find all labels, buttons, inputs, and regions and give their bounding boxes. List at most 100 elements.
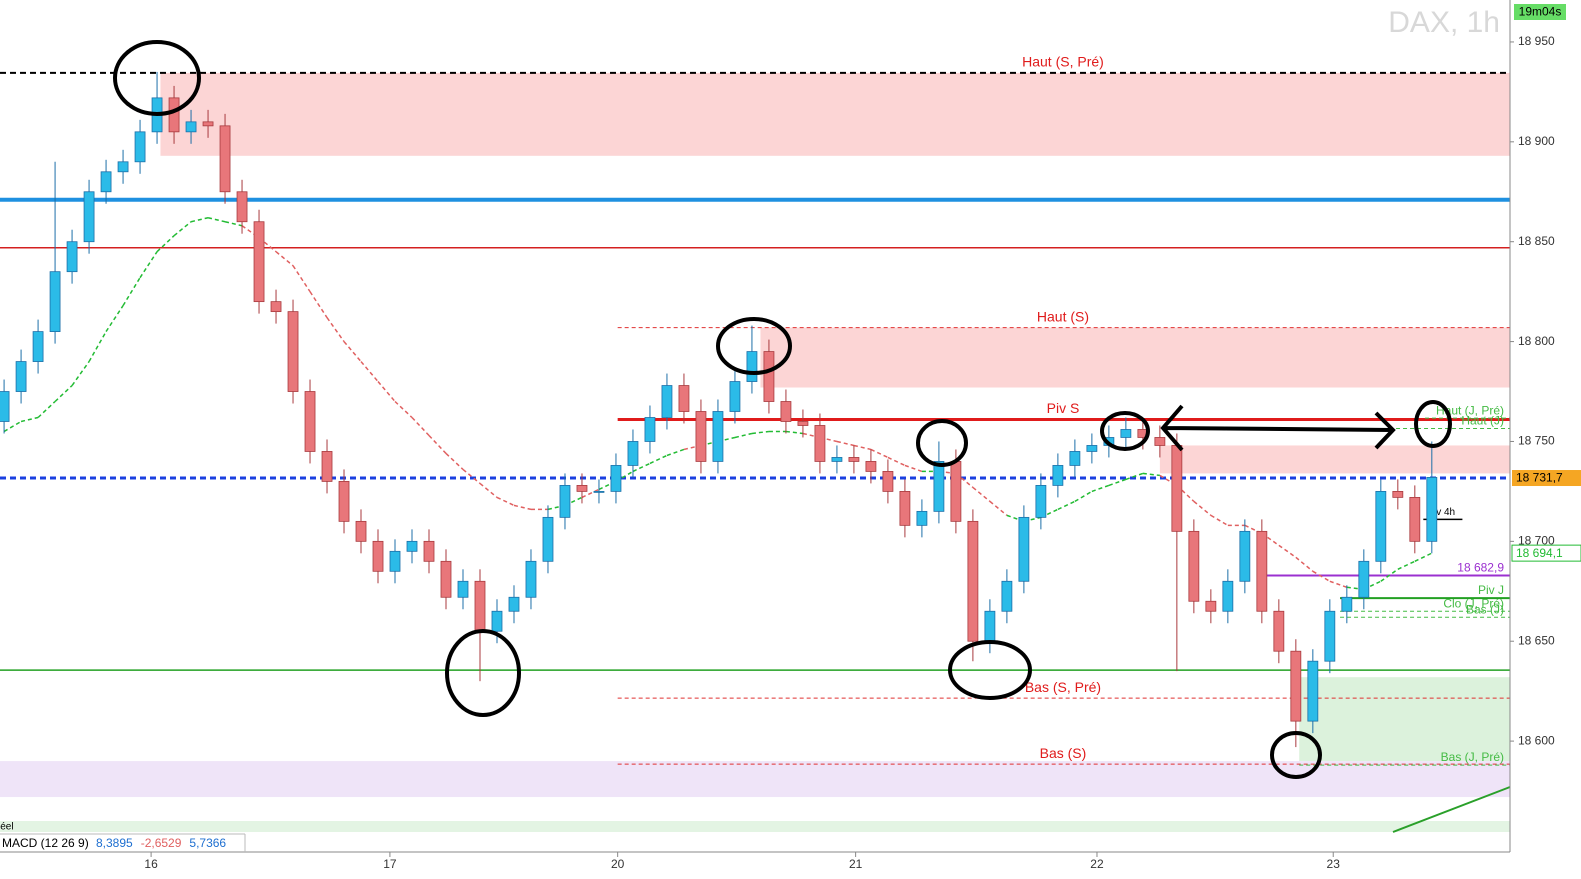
ma-segment [1312,570,1331,582]
candle-body [559,485,571,518]
x-tick-label: 17 [383,857,397,871]
ma-segment [785,430,804,435]
macd-line [1392,786,1511,833]
ma-segment [37,400,56,419]
candle-body [1069,451,1081,466]
y-tick-label: 18 800 [1518,334,1555,348]
ma-segment [666,448,685,457]
ma-segment [1108,478,1127,487]
candle-body [1154,437,1166,446]
level-label: Bas (J, Pré) [1441,750,1504,764]
ma-segment [1091,484,1110,493]
ma-segment [224,220,243,227]
candle-body [185,121,197,133]
candle-body [304,391,316,452]
candle-body [797,421,809,426]
ma-segment [1397,560,1416,570]
circle-annotation [716,317,792,375]
circle-annotation [113,40,201,116]
x-tick-label: 16 [144,857,158,871]
ma-segment [734,432,753,439]
candle-body [1307,660,1319,722]
candle-body [389,550,401,572]
ma-tag-box [1511,544,1581,562]
candle-body [202,121,214,127]
candle-body [372,540,384,572]
ma-segment [853,444,872,451]
candle-body [1239,530,1251,582]
level-label: Haut (S, Pré) [1022,54,1104,70]
candle-body [627,441,639,466]
level-label: Haut (J) [1461,414,1504,428]
symbol-watermark: DAX, 1h [1388,6,1500,39]
ma-segment [156,235,175,253]
ma-segment [870,448,889,459]
level-label: Bas (S) [1040,745,1087,761]
candle-body [661,385,673,418]
ma-segment [632,462,651,473]
x-tick-label: 22 [1090,857,1104,871]
candle-body [729,381,741,412]
ma-segment [1142,472,1160,477]
ma-segment [3,420,22,433]
candle-body [15,361,27,392]
y-tick-label: 18 900 [1518,134,1555,148]
indicator-band [0,821,1510,832]
ma-segment [972,486,991,502]
candle-body [1358,560,1370,598]
ma-segment [1329,580,1348,588]
circle-annotation [1414,400,1452,448]
candle-body [933,461,945,512]
y-tick-label: 18 600 [1518,733,1555,747]
candle-body [287,311,299,392]
ma-segment [377,381,396,402]
ma-segment [989,500,1008,516]
level-label: Clo (J, Pré) [1443,596,1504,610]
candle-body [440,560,452,598]
candle-body [916,510,928,526]
candle-body [321,451,333,482]
ma-segment [836,440,855,447]
candle-body [678,385,690,412]
candle-body [1086,445,1098,452]
x-tick-label: 20 [611,857,625,871]
ma-segment [751,430,770,435]
candle-body [491,610,503,632]
macd-value: 5,7366 [189,836,226,850]
candle-body [457,580,469,598]
ma-segment [173,221,192,237]
ma-segment [71,361,90,386]
candle-body [1222,580,1234,612]
arrow-annotation [1160,404,1396,452]
ma-segment [649,454,668,465]
candle-body [525,560,537,598]
candle-body [610,465,622,492]
x-tick-label: 21 [849,857,863,871]
candle-body [1426,477,1438,542]
x-tick-label: 23 [1327,857,1341,871]
candle-body [593,491,605,493]
candle-body [1035,485,1047,518]
ma-segment [1295,556,1314,572]
ma-segment [326,317,345,343]
candle-body [219,125,231,193]
candle-body [1052,465,1064,486]
candle-body [746,351,758,382]
levels: Haut (S, Pré) Haut (S) Piv S Bas (S, Pré) Ba… [0,54,1510,766]
level-label: Haut (J, Pré) [1436,403,1504,417]
level-label: Bas (S, Pré) [1025,679,1101,695]
candle-body [899,491,911,526]
candle-body [695,411,707,462]
level-label: Piv S [1047,400,1080,416]
candle-body [49,271,61,332]
ma-segment [1380,568,1399,582]
ma-segment [887,456,906,467]
candle-body [100,171,112,193]
candle-body [967,520,979,642]
ma-segment [343,341,362,363]
candle-body [508,596,520,612]
ma-segment [207,217,226,223]
ma-segment [190,217,209,223]
ma-segment [105,305,124,333]
